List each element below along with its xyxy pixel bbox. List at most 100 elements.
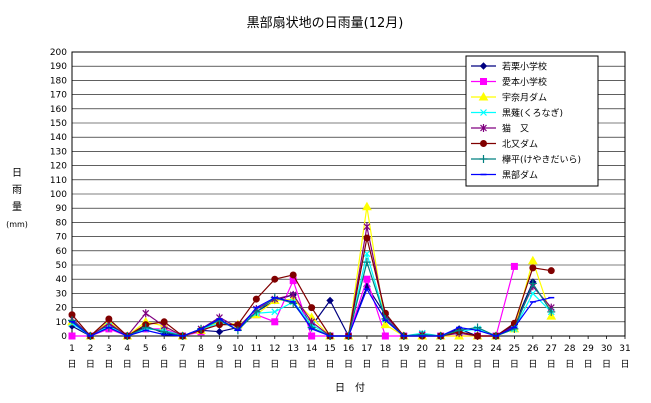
y-tick-label: 30 <box>56 289 68 299</box>
data-point <box>307 323 316 332</box>
y-tick-label: 10 <box>56 318 68 328</box>
series-8 <box>69 287 555 337</box>
x-tick-day-suffix: 日 <box>215 359 224 370</box>
legend-box <box>465 55 599 187</box>
x-tick-label: 18 <box>380 344 392 354</box>
y-tick-label: 90 <box>56 204 68 214</box>
y-axis-label: 日雨量 (mm) <box>6 168 28 229</box>
legend-item: 宇奈月ダム <box>471 92 547 104</box>
data-point <box>289 299 298 308</box>
data-point <box>68 316 76 325</box>
legend-marker <box>480 140 487 147</box>
data-point <box>474 332 482 340</box>
x-tick-day-suffix: 日 <box>307 359 316 370</box>
x-tick-label: 12 <box>269 344 280 354</box>
x-tick-label: 27 <box>546 344 557 354</box>
x-tick-label: 24 <box>490 344 502 354</box>
y-tick-label: 190 <box>50 62 67 72</box>
x-tick-day-suffix: 日 <box>565 359 574 370</box>
y-tick-label: 110 <box>50 176 67 186</box>
x-tick-day-suffix: 日 <box>547 359 556 370</box>
y-tick-label: 70 <box>56 233 68 243</box>
x-tick-label: 6 <box>161 344 167 354</box>
data-point <box>527 255 538 265</box>
x-tick-day-suffix: 日 <box>528 359 537 370</box>
legend-label: 宇奈月ダム <box>502 92 547 104</box>
data-point <box>380 319 391 329</box>
x-tick-day-suffix: 日 <box>289 359 298 370</box>
x-tick-day-suffix: 日 <box>252 359 261 370</box>
x-tick-day-suffix: 日 <box>436 359 445 370</box>
data-point <box>547 307 556 316</box>
data-point <box>510 262 518 270</box>
x-tick-day-suffix: 日 <box>491 359 500 370</box>
x-tick-day-suffix: 日 <box>399 359 408 370</box>
y-axis-label-line: 雨 <box>12 185 22 196</box>
data-point <box>529 264 537 272</box>
data-point <box>271 308 279 316</box>
legend-item: 北又ダム <box>471 138 538 150</box>
y-axis-label-line: (mm) <box>6 220 28 229</box>
data-point <box>308 332 316 340</box>
x-tick-day-suffix: 日 <box>344 359 353 370</box>
x-tick-day-suffix: 日 <box>270 359 279 370</box>
x-tick-day-suffix: 日 <box>67 359 76 370</box>
x-tick-label: 26 <box>527 344 539 354</box>
data-point <box>252 307 261 316</box>
data-point <box>363 275 371 283</box>
data-point <box>362 201 372 211</box>
data-point <box>381 314 390 323</box>
legend-item: 猫 又 <box>471 123 529 135</box>
x-tick-day-suffix: 日 <box>455 359 464 370</box>
data-point <box>528 279 537 288</box>
data-point <box>271 318 279 326</box>
y-axis-label-line: 量 <box>12 201 22 213</box>
legend-item: 欅平(けやきだいら) <box>471 155 581 166</box>
y-tick-label: 60 <box>56 247 68 257</box>
x-tick-label: 10 <box>232 344 244 354</box>
x-tick-day-suffix: 日 <box>86 359 95 370</box>
x-tick-label: 21 <box>435 344 446 354</box>
x-tick-label: 1 <box>69 344 75 354</box>
x-tick-day-suffix: 日 <box>584 359 593 370</box>
legend-marker <box>479 62 488 70</box>
x-tick-label: 11 <box>251 344 262 354</box>
data-point <box>363 222 371 231</box>
data-point <box>271 275 279 283</box>
y-tick-label: 20 <box>56 304 68 314</box>
y-tick-label: 120 <box>50 162 67 172</box>
x-tick-label: 31 <box>619 344 630 354</box>
x-tick-day-suffix: 日 <box>362 359 371 370</box>
x-tick-label: 3 <box>106 344 112 354</box>
legend-item: 愛本小学校 <box>471 76 547 88</box>
legend-marker <box>480 124 487 132</box>
x-tick-day-suffix: 日 <box>473 359 482 370</box>
y-tick-label: 0 <box>61 332 67 342</box>
data-point <box>289 271 297 279</box>
x-tick-label: 22 <box>453 344 464 354</box>
x-axis-label: 日 付 <box>335 381 365 394</box>
legend-label: 北又ダム <box>502 138 538 150</box>
series-layer <box>67 201 557 340</box>
legend-label: 愛本小学校 <box>502 76 547 88</box>
x-tick-label: 4 <box>124 344 130 354</box>
y-tick-label: 180 <box>50 76 67 86</box>
x-tick-day-suffix: 日 <box>123 359 132 370</box>
x-tick-label: 17 <box>361 344 372 354</box>
data-point <box>326 296 334 305</box>
x-tick-label: 23 <box>472 344 483 354</box>
x-tick-day-suffix: 日 <box>141 359 150 370</box>
x-tick-labels: 1日2日3日4日5日6日7日8日9日10日11日12日13日14日15日16日1… <box>67 336 631 370</box>
data-point <box>142 309 150 318</box>
x-tick-label: 25 <box>509 344 520 354</box>
x-tick-day-suffix: 日 <box>178 359 187 370</box>
data-point <box>363 234 371 242</box>
x-tick-label: 16 <box>343 344 355 354</box>
y-tick-label: 130 <box>50 147 67 157</box>
y-tick-label: 100 <box>50 190 67 200</box>
data-point <box>252 295 260 303</box>
legend-label: 欅平(けやきだいら) <box>502 155 581 166</box>
x-tick-label: 2 <box>88 344 94 354</box>
